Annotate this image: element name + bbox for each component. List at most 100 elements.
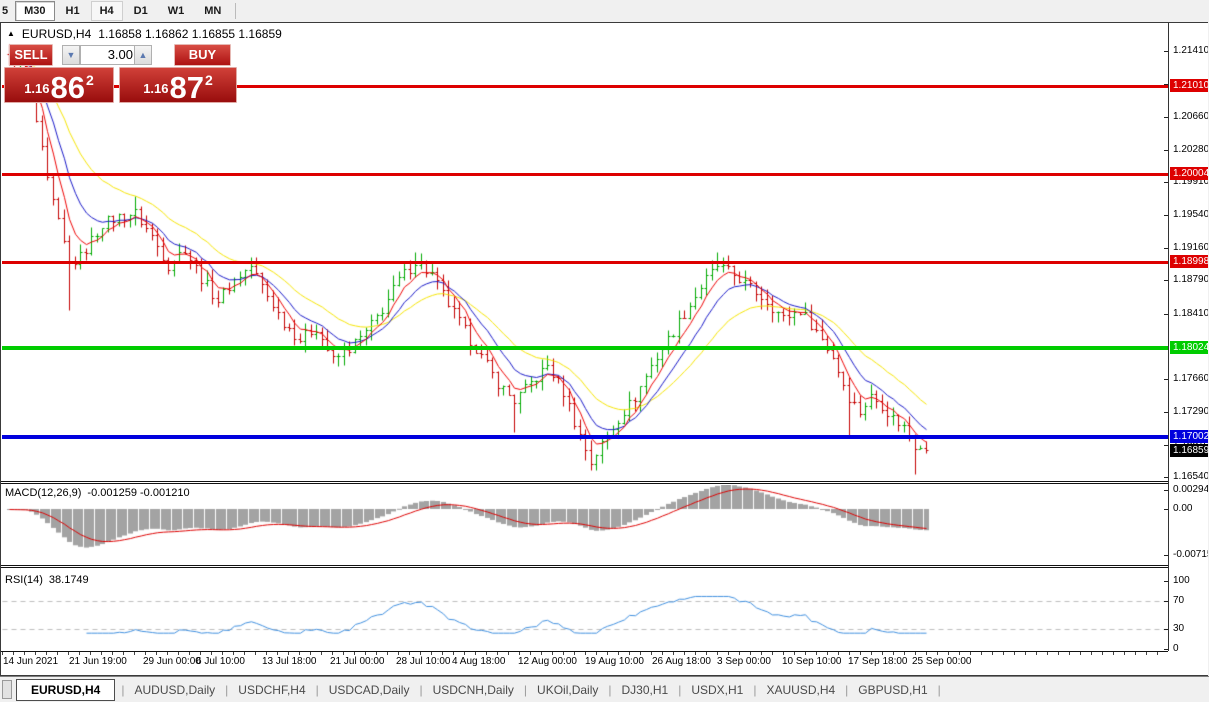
timeframe-button-5[interactable]: 5 xyxy=(2,5,9,17)
pane-splitter-macd[interactable] xyxy=(1,481,1168,482)
x-axis-label: 14 Jun 2021 xyxy=(3,656,59,667)
rsi-value: 38.1749 xyxy=(48,574,89,586)
tab-usdchf-h4[interactable]: USDCHF,H4 xyxy=(238,682,306,697)
rsi-label: RSI(14) xyxy=(5,574,43,586)
y-axis-tickmark xyxy=(1164,84,1168,85)
macd-axis-tick: 0.002947 xyxy=(1173,484,1208,495)
sell-price-prefix: 1.16 xyxy=(24,81,50,96)
rsi-axis-tickmark xyxy=(1164,649,1168,650)
sell-button[interactable]: SELL xyxy=(9,44,53,66)
buy-price-prefix: 1.16 xyxy=(143,81,169,96)
tab-audusd-daily[interactable]: AUDUSD,Daily xyxy=(134,682,216,697)
chart-shift-icon: ▲ xyxy=(7,29,15,38)
rsi-axis-tick: 100 xyxy=(1173,575,1190,586)
x-axis-label: 10 Sep 10:00 xyxy=(782,656,842,667)
rsi-axis-tickmark xyxy=(1164,601,1168,602)
macd-axis-tickmark xyxy=(1164,490,1168,491)
x-axis-label: 12 Aug 00:00 xyxy=(518,656,577,667)
tab-separator: | xyxy=(419,682,423,697)
tab-usdx-h1[interactable]: USDX,H1 xyxy=(691,682,744,697)
x-axis-label: 17 Sep 18:00 xyxy=(848,656,908,667)
macd-values: -0.001259 -0.001210 xyxy=(87,487,190,499)
x-axis-label: 25 Sep 00:00 xyxy=(912,656,972,667)
pane-splitter-rsi[interactable] xyxy=(1,565,1168,566)
timeframe-button-w1[interactable]: W1 xyxy=(167,5,185,17)
time-axis-ticks xyxy=(2,652,1168,655)
y-axis-tickmark xyxy=(1164,51,1168,52)
rsi-axis-tickmark xyxy=(1164,581,1168,582)
macd-axis-tick: -0.007151 xyxy=(1173,549,1208,560)
rsi-axis-tick: 0 xyxy=(1173,643,1179,654)
tab-separator: | xyxy=(678,682,682,697)
timeframe-button-mn[interactable]: MN xyxy=(204,5,222,17)
macd-indicator-chart[interactable] xyxy=(2,485,1168,564)
y-axis-tickmark xyxy=(1164,445,1168,446)
price-level-label-1.18024: 1.18024 xyxy=(1170,341,1208,354)
tab-separator: | xyxy=(608,682,612,697)
tab-separator: | xyxy=(315,682,319,697)
one-click-trading-panel: SELL ▼ 3.00 ▲ BUY 1.16 86 2 1.16 87 2 xyxy=(4,42,237,106)
tab-gbpusd-h1[interactable]: GBPUSD,H1 xyxy=(858,682,928,697)
x-axis-label: 21 Jun 19:00 xyxy=(69,656,127,667)
tabbar-resize-handle[interactable] xyxy=(2,680,12,699)
chart-title: ▲ EURUSD,H4 1.16858 1.16862 1.16855 1.16… xyxy=(7,27,282,41)
rsi-axis-tick: 30 xyxy=(1173,623,1185,634)
price-level-label-1.21010: 1.21010 xyxy=(1170,79,1208,92)
x-axis-label: 29 Jun 00:00 xyxy=(143,656,201,667)
tab-separator: | xyxy=(845,682,849,697)
y-axis-tickmark xyxy=(1164,182,1168,183)
x-axis-label: 3 Sep 00:00 xyxy=(717,656,771,667)
horizontal-line-1.18024[interactable] xyxy=(2,346,1168,350)
buy-price-big: 87 xyxy=(169,70,204,105)
y-axis-tick: 1.17290 xyxy=(1173,406,1208,417)
volume-input[interactable]: 3.00 xyxy=(80,45,139,65)
y-axis-tick: 1.20280 xyxy=(1173,144,1208,155)
tab-ukoil-daily[interactable]: UKOil,Daily xyxy=(537,682,599,697)
sell-price-display[interactable]: 1.16 86 2 xyxy=(4,67,114,103)
y-axis-tick: 1.19910 xyxy=(1173,176,1208,187)
sell-price-big: 86 xyxy=(50,70,85,105)
pane-splitter-rsi-inner xyxy=(1,567,1168,568)
y-axis-tickmark xyxy=(1164,117,1168,118)
tab-usdcnh-daily[interactable]: USDCNH,Daily xyxy=(432,682,514,697)
buy-price-display[interactable]: 1.16 87 2 xyxy=(119,67,237,103)
timeframe-button-h4[interactable]: H4 xyxy=(90,1,123,21)
y-axis-tick: 1.18410 xyxy=(1173,308,1208,319)
horizontal-line-1.21010[interactable] xyxy=(2,85,1168,88)
rsi-indicator-chart[interactable] xyxy=(2,569,1168,651)
y-axis-tickmark xyxy=(1164,248,1168,249)
buy-price-sup: 2 xyxy=(205,72,213,88)
volume-increase-button[interactable]: ▲ xyxy=(134,45,152,65)
y-axis-tickmark xyxy=(1164,314,1168,315)
volume-decrease-button[interactable]: ▼ xyxy=(62,45,80,65)
tab-separator: | xyxy=(523,682,528,697)
y-axis-tickmark xyxy=(1164,477,1168,478)
toolbar-separator xyxy=(235,3,237,19)
x-axis-label: 26 Aug 18:00 xyxy=(652,656,711,667)
tab-separator: | xyxy=(225,682,229,697)
y-axis-tickmark xyxy=(1164,215,1168,216)
timeframe-button-d1[interactable]: D1 xyxy=(133,5,148,17)
tab-separator: | xyxy=(753,682,757,697)
x-axis-label: 4 Aug 18:00 xyxy=(452,656,506,667)
y-axis-tick: 1.17660 xyxy=(1173,373,1208,384)
timeframe-button-m30[interactable]: M30 xyxy=(15,1,55,21)
buy-button[interactable]: BUY xyxy=(174,44,231,66)
tab-xauusd-h4[interactable]: XAUUSD,H4 xyxy=(766,682,836,697)
horizontal-line-1.18998[interactable] xyxy=(2,261,1168,264)
y-axis-tick: 1.20660 xyxy=(1173,111,1208,122)
macd-label: MACD(12,26,9) xyxy=(5,487,82,499)
y-axis-tick: 1.16540 xyxy=(1173,471,1208,482)
tab-dj30-h1[interactable]: DJ30,H1 xyxy=(621,682,669,697)
rsi-axis-tickmark xyxy=(1164,629,1168,630)
x-axis-label: 6 Jul 10:00 xyxy=(196,656,245,667)
horizontal-line-1.17002[interactable] xyxy=(2,435,1168,439)
tab-eurusd-h4[interactable]: EURUSD,H4 xyxy=(16,678,116,701)
timeframe-button-h1[interactable]: H1 xyxy=(65,5,80,17)
horizontal-line-1.20004[interactable] xyxy=(2,173,1168,176)
current-price-label: 1.16859 xyxy=(1170,444,1208,457)
tab-usdcad-daily[interactable]: USDCAD,Daily xyxy=(328,682,410,697)
y-axis-tick: 1.19160 xyxy=(1173,242,1208,253)
y-axis-tick: 1.21410 xyxy=(1173,45,1208,56)
